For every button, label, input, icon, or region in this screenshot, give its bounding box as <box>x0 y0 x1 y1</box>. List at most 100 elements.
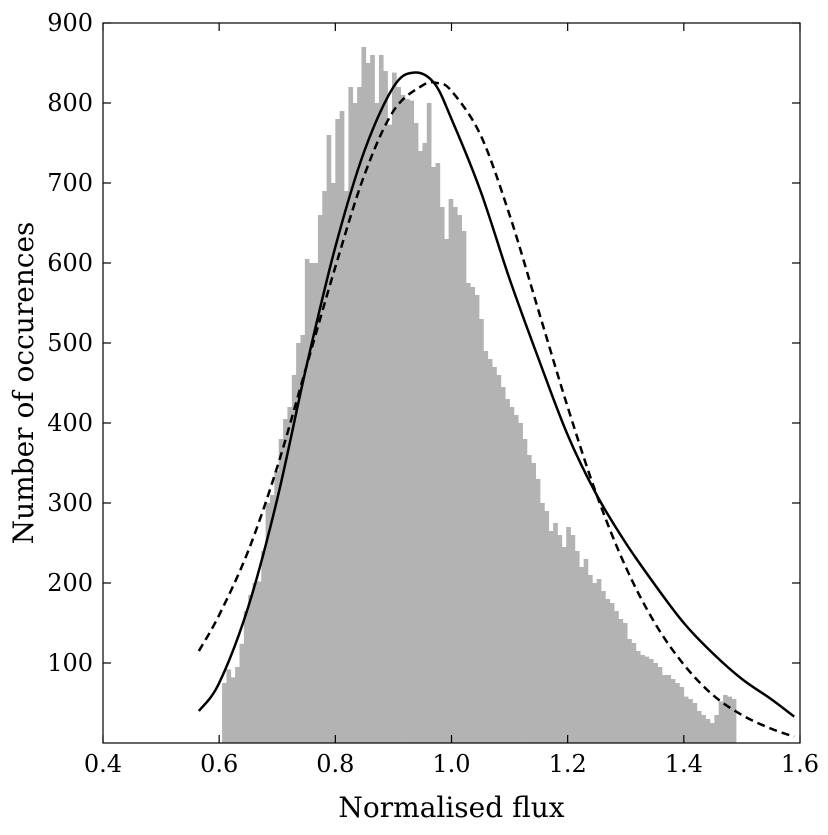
histogram-bar <box>300 335 306 743</box>
histogram-bar <box>357 87 362 743</box>
histogram-bar <box>683 696 689 743</box>
histogram-bar <box>409 100 415 744</box>
histogram-bar <box>622 623 628 743</box>
histogram-bar <box>561 547 567 743</box>
histogram-bar <box>592 583 598 743</box>
axis-ticks <box>102 22 801 743</box>
y-tick-label: 800 <box>47 89 93 117</box>
histogram-bar <box>487 359 493 743</box>
histogram-bar <box>278 439 284 743</box>
histogram-bar <box>309 263 314 743</box>
histogram-bar <box>709 723 715 743</box>
histogram-bar <box>352 103 358 743</box>
x-tick-label: 0.8 <box>316 750 354 778</box>
histogram-bar <box>527 455 532 743</box>
solid-fit-curve <box>197 71 795 718</box>
histogram-bar <box>470 287 476 743</box>
histogram-bar <box>261 551 266 743</box>
x-tick-label: 1.0 <box>432 750 470 778</box>
histogram-bar <box>679 687 685 743</box>
histogram-bar <box>248 595 253 743</box>
histogram-bar <box>540 503 545 743</box>
histogram-bar <box>544 511 550 743</box>
histogram-bar <box>570 535 576 743</box>
histogram-bar <box>535 479 541 743</box>
histogram-bar <box>391 72 397 744</box>
histogram-bar <box>723 695 728 743</box>
histogram-bar <box>522 439 528 743</box>
histogram-bar <box>596 579 602 743</box>
histogram-bar <box>452 207 458 743</box>
y-axis-label: Number of occurences <box>7 222 40 545</box>
histogram-bar <box>574 551 580 743</box>
histogram-bar <box>479 319 484 743</box>
x-tick-label: 1.6 <box>781 750 819 778</box>
histogram-bar <box>670 679 676 743</box>
x-tick-label: 1.4 <box>665 750 703 778</box>
histogram-bar <box>348 87 354 743</box>
histogram-bar <box>322 191 327 743</box>
y-tick-label: 600 <box>47 249 93 277</box>
x-tick-label: 0.6 <box>200 750 238 778</box>
histogram-bar <box>718 701 724 743</box>
histogram-bar <box>583 559 589 743</box>
histogram-bar <box>653 663 658 743</box>
histogram-bar <box>618 619 624 743</box>
histogram-bar <box>222 683 227 743</box>
dashed-fit-curve <box>197 80 795 738</box>
histogram-bar <box>727 696 733 743</box>
histogram-bar <box>361 47 367 743</box>
histogram-bar <box>283 419 288 743</box>
histogram-bar <box>265 503 271 743</box>
histogram-bar <box>513 415 519 743</box>
histogram-bar <box>431 167 436 743</box>
histogram-bar <box>557 535 563 743</box>
histogram-bar <box>627 639 632 743</box>
histogram-bar <box>330 183 336 743</box>
histogram-bar <box>439 207 445 743</box>
histogram-bar <box>374 103 380 743</box>
histogram-bar <box>243 611 249 743</box>
histogram-bars <box>222 47 737 744</box>
histogram-bar <box>457 215 462 743</box>
histogram-bar <box>640 655 645 743</box>
histogram-bar <box>426 103 432 743</box>
histogram-bar <box>579 567 584 743</box>
histogram-bar <box>444 239 449 743</box>
histogram-bar <box>509 407 515 743</box>
histogram-bar <box>326 135 332 743</box>
histogram-bar <box>675 683 680 743</box>
histogram-bar <box>396 87 401 743</box>
histogram-bar <box>609 603 615 743</box>
y-tick-labels: 100 200 300 400 500 600 700 800 900 <box>47 9 93 677</box>
histogram-bar <box>531 463 537 743</box>
histogram-bar <box>496 375 502 743</box>
histogram-bar <box>400 95 406 743</box>
histogram-bar <box>418 151 423 743</box>
histogram-bar <box>365 63 371 743</box>
histogram-bar <box>252 583 258 743</box>
histogram-bar <box>553 523 558 743</box>
histogram-bar <box>274 471 280 743</box>
histogram-bar <box>383 71 388 743</box>
histogram-bar <box>666 675 672 743</box>
histogram-bar <box>548 531 554 743</box>
x-tick-label: 0.4 <box>84 750 122 778</box>
histogram-bar <box>474 295 480 743</box>
histogram-bar <box>692 703 698 743</box>
histogram-bar <box>518 423 523 743</box>
histogram-bar <box>701 715 706 743</box>
histogram-bar <box>714 715 719 743</box>
histogram-bar <box>339 111 345 743</box>
histogram-bar <box>635 651 641 743</box>
histogram-bar <box>566 527 571 743</box>
histogram-bar <box>500 387 506 743</box>
histogram-bar <box>296 343 301 743</box>
y-tick-label: 900 <box>47 9 93 37</box>
histogram-bar <box>269 495 275 743</box>
x-axis-label: Normalised flux <box>338 791 564 824</box>
histogram-bar <box>344 191 349 743</box>
histogram-bar <box>235 667 240 743</box>
histogram-bar <box>505 399 510 743</box>
